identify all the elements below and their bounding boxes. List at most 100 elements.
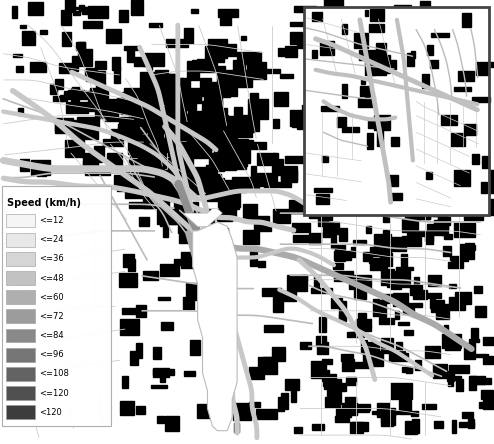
Bar: [199, 252, 218, 261]
Bar: [376, 43, 386, 55]
Bar: [55, 79, 63, 88]
Bar: [483, 337, 494, 345]
Bar: [377, 52, 384, 60]
Bar: [371, 411, 393, 414]
Bar: [6, 348, 35, 361]
Bar: [321, 106, 339, 111]
Bar: [107, 154, 122, 168]
Bar: [148, 97, 168, 104]
Bar: [333, 263, 343, 270]
Bar: [221, 116, 235, 131]
Bar: [210, 132, 217, 139]
Bar: [362, 98, 371, 107]
Bar: [369, 119, 381, 128]
Bar: [438, 217, 446, 226]
Bar: [318, 70, 336, 75]
Bar: [354, 289, 366, 299]
Bar: [388, 175, 398, 186]
Bar: [371, 55, 390, 63]
Bar: [329, 203, 340, 215]
Bar: [187, 125, 205, 142]
Bar: [154, 83, 166, 96]
Bar: [254, 226, 271, 230]
Bar: [435, 188, 439, 192]
Bar: [210, 174, 221, 190]
Bar: [132, 112, 154, 132]
Bar: [312, 12, 322, 21]
Bar: [319, 317, 326, 332]
Bar: [189, 137, 204, 152]
Bar: [289, 110, 310, 126]
Bar: [383, 26, 392, 43]
Bar: [326, 76, 339, 91]
Bar: [400, 146, 416, 154]
Bar: [224, 128, 237, 140]
Bar: [202, 108, 227, 115]
Bar: [395, 69, 407, 80]
Bar: [441, 115, 456, 125]
Bar: [339, 301, 346, 318]
Bar: [122, 309, 136, 314]
Bar: [131, 160, 142, 174]
Bar: [165, 174, 176, 184]
Bar: [119, 273, 137, 287]
Bar: [460, 244, 466, 259]
Bar: [473, 354, 489, 357]
Bar: [125, 105, 151, 112]
Bar: [286, 46, 297, 57]
Bar: [95, 99, 118, 118]
Bar: [380, 87, 400, 94]
Bar: [165, 93, 184, 106]
Bar: [463, 161, 470, 173]
Bar: [325, 214, 332, 221]
Bar: [466, 23, 471, 38]
Bar: [457, 71, 474, 81]
Bar: [367, 226, 371, 233]
Bar: [383, 230, 389, 240]
Polygon shape: [183, 209, 222, 226]
Bar: [214, 159, 236, 170]
Bar: [140, 140, 159, 151]
Bar: [410, 95, 429, 102]
Bar: [106, 29, 121, 44]
Bar: [158, 209, 177, 224]
Bar: [364, 66, 373, 77]
Bar: [345, 397, 356, 408]
Bar: [169, 101, 189, 110]
Bar: [140, 82, 153, 97]
Bar: [287, 275, 307, 291]
Bar: [401, 134, 417, 147]
Bar: [132, 100, 139, 117]
Bar: [379, 243, 389, 258]
Bar: [175, 144, 187, 155]
Bar: [220, 203, 236, 220]
Bar: [452, 186, 462, 197]
Bar: [214, 142, 241, 156]
Bar: [147, 153, 166, 168]
Bar: [435, 24, 441, 40]
Bar: [341, 83, 347, 98]
Bar: [273, 153, 278, 159]
Bar: [346, 377, 356, 385]
Bar: [13, 54, 22, 57]
Bar: [165, 416, 179, 431]
Bar: [339, 160, 358, 167]
Bar: [448, 380, 453, 386]
Bar: [323, 377, 330, 386]
Bar: [158, 95, 169, 103]
Bar: [421, 16, 427, 23]
Bar: [83, 21, 102, 28]
Bar: [300, 342, 311, 349]
Bar: [351, 404, 370, 410]
Bar: [353, 240, 366, 244]
Bar: [243, 230, 259, 244]
Bar: [112, 57, 120, 70]
Bar: [413, 277, 419, 290]
Bar: [62, 32, 71, 46]
Bar: [468, 419, 474, 428]
Bar: [128, 159, 156, 166]
Bar: [178, 229, 191, 243]
Bar: [437, 63, 453, 69]
Bar: [280, 74, 293, 78]
Bar: [389, 93, 394, 98]
